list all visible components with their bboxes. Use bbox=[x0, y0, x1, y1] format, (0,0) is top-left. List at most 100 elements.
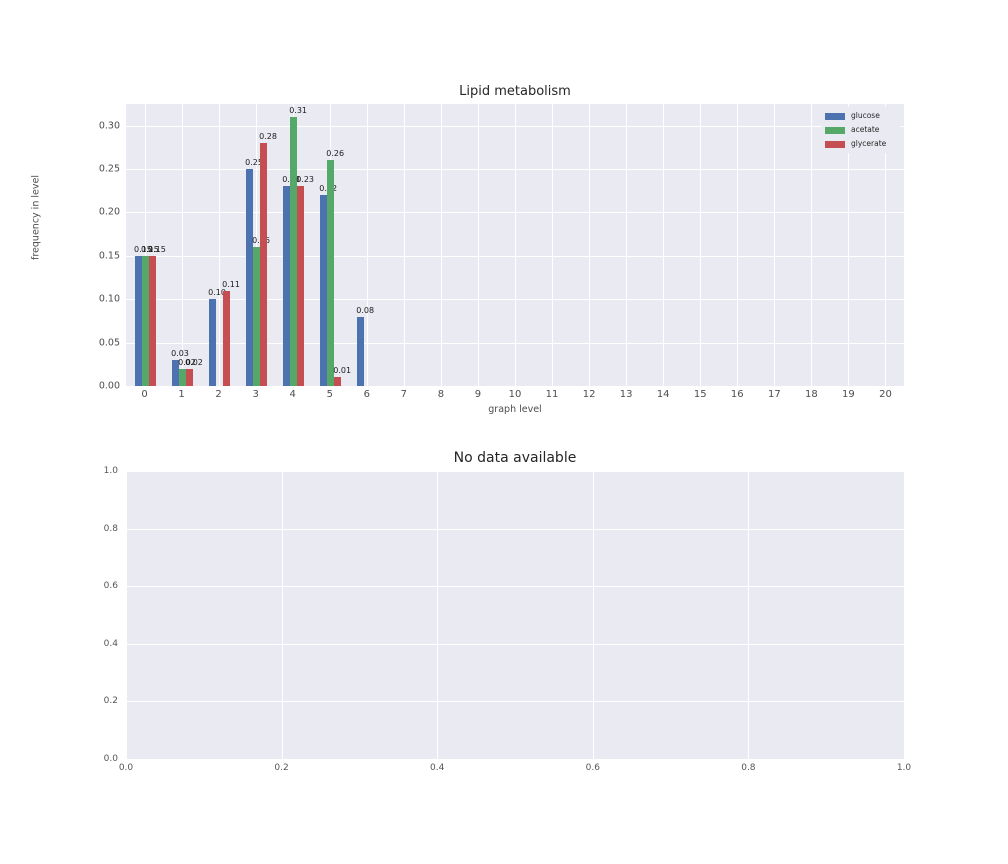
bar-value-label: 0.31 bbox=[289, 106, 308, 115]
y-axis-tick-label: 0.15 bbox=[98, 250, 120, 262]
y-axis-tick-label: 0.20 bbox=[98, 206, 120, 218]
gridline bbox=[737, 104, 739, 386]
gridline bbox=[437, 471, 439, 759]
y-axis-tick-label: 0.2 bbox=[103, 696, 118, 707]
bar-acetate-level-4 bbox=[290, 117, 298, 386]
legend-label-glucose: glucose bbox=[851, 111, 880, 121]
gridline bbox=[848, 104, 850, 386]
gridline bbox=[811, 104, 813, 386]
gridline bbox=[126, 759, 904, 760]
bar-acetate-level-1 bbox=[179, 368, 187, 386]
y-axis-tick-label: 0.10 bbox=[98, 293, 120, 305]
gridline bbox=[255, 104, 257, 386]
bar-value-label: 0.01 bbox=[333, 366, 352, 376]
bar-value-label: 0.08 bbox=[356, 305, 375, 315]
bar-value-label: 0.10 bbox=[208, 288, 226, 298]
gridline bbox=[700, 104, 702, 386]
bar-glycerate-level-1 bbox=[186, 368, 194, 386]
x-axis-tick-label: 0.6 bbox=[585, 763, 600, 773]
gridline bbox=[904, 471, 905, 759]
gridline bbox=[748, 471, 750, 759]
y-axis-tick-label: 0.0 bbox=[103, 754, 118, 764]
x-axis-tick-label: 3 bbox=[252, 389, 259, 400]
x-axis-tick-label: 5 bbox=[326, 389, 333, 400]
top-chart-ylabel: frequency in level bbox=[30, 175, 42, 260]
x-axis-tick-label: 12 bbox=[582, 389, 596, 400]
y-axis-tick-label: 0.25 bbox=[98, 163, 120, 175]
bar-value-label: 0.02 bbox=[178, 357, 196, 367]
x-axis-tick-label: 11 bbox=[545, 389, 559, 400]
y-axis-tick-label: 0.05 bbox=[98, 337, 120, 349]
gridline bbox=[885, 104, 887, 386]
gridline bbox=[126, 528, 904, 530]
gridline bbox=[281, 471, 283, 759]
bar-glycerate-level-4 bbox=[297, 186, 305, 386]
x-axis-tick-label: 0.4 bbox=[430, 763, 445, 773]
gridline bbox=[403, 104, 405, 386]
top-chart-title: Lipid metabolism bbox=[459, 84, 571, 99]
x-axis-tick-label: 19 bbox=[842, 389, 855, 400]
bar-value-label: 0.23 bbox=[296, 175, 315, 185]
x-axis-tick-label: 6 bbox=[363, 389, 370, 400]
top-chart-plot-area bbox=[126, 104, 904, 387]
bottom-chart-plot-area bbox=[126, 471, 905, 760]
bar-glucose-level-1 bbox=[172, 359, 180, 386]
bar-glucose-level-3 bbox=[246, 169, 254, 386]
gridline bbox=[126, 471, 904, 472]
gridline bbox=[663, 104, 665, 386]
x-axis-tick-label: 2 bbox=[215, 389, 222, 400]
x-axis-tick-label: 10 bbox=[508, 389, 522, 400]
bar-glycerate-level-2 bbox=[223, 290, 231, 386]
gridline bbox=[515, 104, 516, 386]
gridline bbox=[440, 104, 442, 386]
x-axis-tick-label: 0.8 bbox=[741, 763, 756, 773]
legend-swatch-glucose bbox=[825, 112, 845, 120]
x-axis-tick-label: 13 bbox=[619, 389, 633, 400]
bar-glycerate-level-3 bbox=[260, 143, 268, 386]
top-chart-xlabel: graph level bbox=[488, 404, 542, 415]
legend-item: acetate bbox=[825, 123, 897, 137]
legend-item: glucose bbox=[825, 109, 897, 123]
gridline bbox=[774, 104, 776, 386]
gridline bbox=[366, 104, 368, 386]
x-axis-tick-label: 0.0 bbox=[118, 763, 134, 773]
legend-swatch-acetate bbox=[825, 126, 845, 134]
bar-glucose-level-2 bbox=[209, 299, 217, 386]
bar-glucose-level-0 bbox=[135, 255, 143, 386]
x-axis-tick-label: 7 bbox=[400, 389, 408, 400]
x-axis-tick-label: 20 bbox=[879, 389, 892, 400]
top-chart-legend: glucose acetate glycerate bbox=[822, 107, 900, 153]
legend-swatch-glycerate bbox=[825, 140, 845, 148]
gridline bbox=[181, 104, 183, 386]
bar-acetate-level-3 bbox=[253, 247, 261, 386]
bottom-chart-title: No data available bbox=[453, 450, 577, 466]
y-axis-tick-label: 0.4 bbox=[103, 638, 118, 649]
x-axis-tick-label: 8 bbox=[437, 389, 445, 400]
bar-value-label: 0.03 bbox=[171, 348, 189, 358]
gridline bbox=[589, 104, 591, 386]
gridline bbox=[552, 104, 554, 386]
bar-acetate-level-5 bbox=[327, 160, 335, 386]
bar-glucose-level-6 bbox=[357, 316, 365, 386]
bar-value-label: 0.11 bbox=[222, 279, 240, 289]
x-axis-tick-label: 18 bbox=[805, 389, 818, 400]
bar-glucose-level-5 bbox=[320, 195, 328, 386]
x-axis-tick-label: 9 bbox=[474, 389, 482, 400]
x-axis-tick-label: 17 bbox=[767, 389, 781, 400]
x-axis-tick-label: 0.2 bbox=[274, 763, 289, 773]
bar-value-label: 0.28 bbox=[259, 132, 277, 142]
x-axis-tick-label: 1.0 bbox=[896, 763, 912, 773]
x-axis-tick-label: 1 bbox=[178, 389, 185, 400]
gridline bbox=[126, 386, 904, 387]
legend-label-acetate: acetate bbox=[851, 125, 880, 135]
y-axis-tick-label: 0.8 bbox=[103, 523, 118, 534]
bar-value-label: 0.15 bbox=[134, 244, 152, 254]
bar-value-label: 0.26 bbox=[326, 149, 345, 159]
legend-label-glycerate: glycerate bbox=[851, 139, 887, 149]
y-axis-tick-label: 0.30 bbox=[98, 120, 120, 132]
bar-glucose-level-4 bbox=[283, 186, 291, 386]
y-axis-tick-label: 0.6 bbox=[103, 581, 118, 592]
bar-glycerate-level-5 bbox=[334, 377, 342, 386]
x-axis-tick-label: 14 bbox=[656, 389, 670, 400]
